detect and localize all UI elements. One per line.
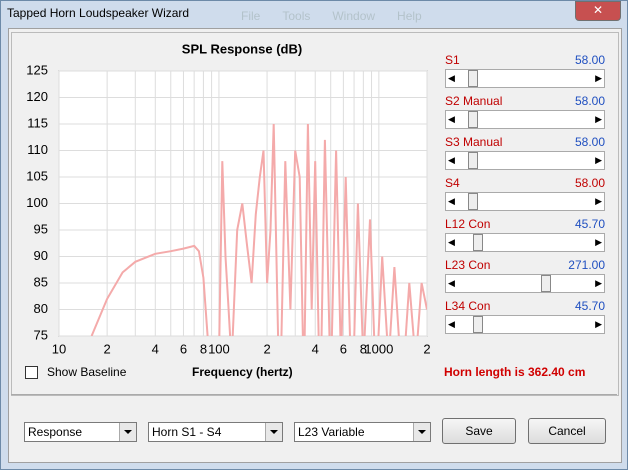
x-tick-label: 6 — [340, 341, 347, 356]
menu-item: Window — [332, 9, 376, 23]
y-tick-label: 120 — [26, 89, 48, 104]
separator — [11, 394, 617, 395]
y-tick-label: 85 — [34, 274, 48, 289]
slider-right-arrow[interactable]: ▶ — [595, 196, 602, 206]
slider-track[interactable]: ◀ ▶ — [445, 274, 605, 293]
slider-thumb[interactable] — [473, 234, 483, 251]
checkbox[interactable] — [25, 366, 38, 379]
slider-value: 58.00 — [574, 135, 605, 149]
button[interactable]: Save — [442, 418, 516, 444]
slider-value: 58.00 — [574, 94, 605, 108]
x-tick-label: 8 — [360, 341, 367, 356]
slider-value: 58.00 — [574, 53, 605, 67]
slider-right-arrow[interactable]: ▶ — [595, 114, 602, 124]
slider-track[interactable]: ◀ ▶ — [445, 110, 605, 129]
slider-right-arrow[interactable]: ▶ — [595, 73, 602, 83]
x-tick-label: 100 — [208, 341, 230, 356]
horn-length: Horn length is 362.40 cm — [444, 365, 586, 379]
slider-right-arrow[interactable]: ▶ — [595, 278, 602, 288]
y-tick-label: 110 — [27, 142, 48, 157]
slider-track[interactable]: ◀ ▶ — [445, 315, 605, 334]
x-tick-label: 2 — [423, 341, 430, 356]
slider-left-arrow[interactable]: ◀ — [448, 73, 455, 83]
slider-label: L23 Con — [445, 258, 491, 272]
slider-value: 58.00 — [574, 176, 605, 190]
chart: SPL Response (dB) 75 80 85 90 95 100 105 110 115 1… — [26, 41, 430, 356]
slider-track[interactable]: ◀ ▶ — [445, 192, 605, 211]
dropdown-arrow — [270, 430, 278, 434]
slider-thumb[interactable] — [473, 316, 483, 333]
y-tick-label: 125 — [26, 62, 48, 77]
close-button[interactable]: ✕ — [575, 1, 621, 21]
y-tick-label: 100 — [26, 195, 48, 210]
slider-label: S1 — [445, 53, 460, 67]
slider-right-arrow[interactable]: ▶ — [595, 155, 602, 165]
slider-thumb[interactable] — [541, 275, 551, 292]
slider-label: L12 Con — [445, 217, 491, 231]
slider-right-arrow[interactable]: ▶ — [595, 319, 602, 329]
slider-label: S2 Manual — [445, 94, 503, 108]
slider-left-arrow[interactable]: ◀ — [448, 237, 455, 247]
slider-thumb[interactable] — [468, 111, 478, 128]
slider-label: L34 Con — [445, 299, 491, 313]
y-tick-label: 95 — [34, 221, 48, 236]
dropdown-arrow — [418, 430, 426, 434]
dropdown[interactable]: L23 Variable — [294, 422, 431, 442]
slider-track[interactable]: ◀ ▶ — [445, 69, 605, 88]
slider-left-arrow[interactable]: ◀ — [448, 196, 455, 206]
dialog-body: SPL Response (dB) 75 80 85 90 95 100 105 110 115 1… — [8, 28, 622, 463]
slider-value: 45.70 — [574, 299, 605, 313]
slider-track[interactable]: ◀ ▶ — [445, 233, 605, 252]
dropdown[interactable]: Horn S1 - S4 — [148, 422, 283, 442]
button[interactable]: Cancel — [528, 418, 606, 444]
chart-title: SPL Response (dB) — [182, 41, 302, 56]
slider-value: 271.00 — [568, 258, 605, 272]
x-tick-label: 8 — [200, 341, 207, 356]
x-tick-label: 2 — [263, 341, 270, 356]
slider-label: S4 — [445, 176, 460, 190]
y-tick-label: 90 — [34, 248, 48, 263]
menu-item: Tools — [282, 9, 311, 23]
slider-value: 45.70 — [574, 217, 605, 231]
slider-thumb[interactable] — [468, 193, 478, 210]
dropdown-arrow — [124, 430, 132, 434]
menu-item: Help — [397, 9, 422, 23]
x-axis-label: Frequency (hertz) — [192, 365, 293, 379]
x-tick-label: 1000 — [364, 341, 393, 356]
slider-left-arrow[interactable]: ◀ — [448, 319, 455, 329]
x-tick-label: 4 — [312, 341, 319, 356]
slider-thumb[interactable] — [468, 152, 478, 169]
menu-item: File — [241, 9, 261, 23]
dropdown[interactable]: Response — [24, 422, 137, 442]
checkbox-label[interactable]: Show Baseline — [47, 365, 127, 379]
window-title: Tapped Horn Loudspeaker Wizard — [7, 6, 190, 20]
x-tick-label: 10 — [52, 341, 66, 356]
frame — [11, 32, 619, 396]
y-tick-label: 115 — [27, 115, 48, 130]
y-tick-label: 75 — [34, 327, 48, 342]
slider-track[interactable]: ◀ ▶ — [445, 151, 605, 170]
x-tick-label: 2 — [104, 341, 111, 356]
series-line — [90, 123, 427, 336]
x-tick-label: 6 — [180, 341, 187, 356]
slider-label: S3 Manual — [445, 135, 503, 149]
slider-left-arrow[interactable]: ◀ — [448, 114, 455, 124]
slider-thumb[interactable] — [468, 70, 478, 87]
slider-right-arrow[interactable]: ▶ — [595, 237, 602, 247]
slider-left-arrow[interactable]: ◀ — [448, 278, 455, 288]
y-tick-label: 80 — [34, 301, 48, 316]
x-tick-label: 4 — [152, 341, 159, 356]
slider-left-arrow[interactable]: ◀ — [448, 155, 455, 165]
y-tick-label: 105 — [26, 168, 48, 183]
background-menu: File Tools Window Help — [241, 9, 444, 23]
